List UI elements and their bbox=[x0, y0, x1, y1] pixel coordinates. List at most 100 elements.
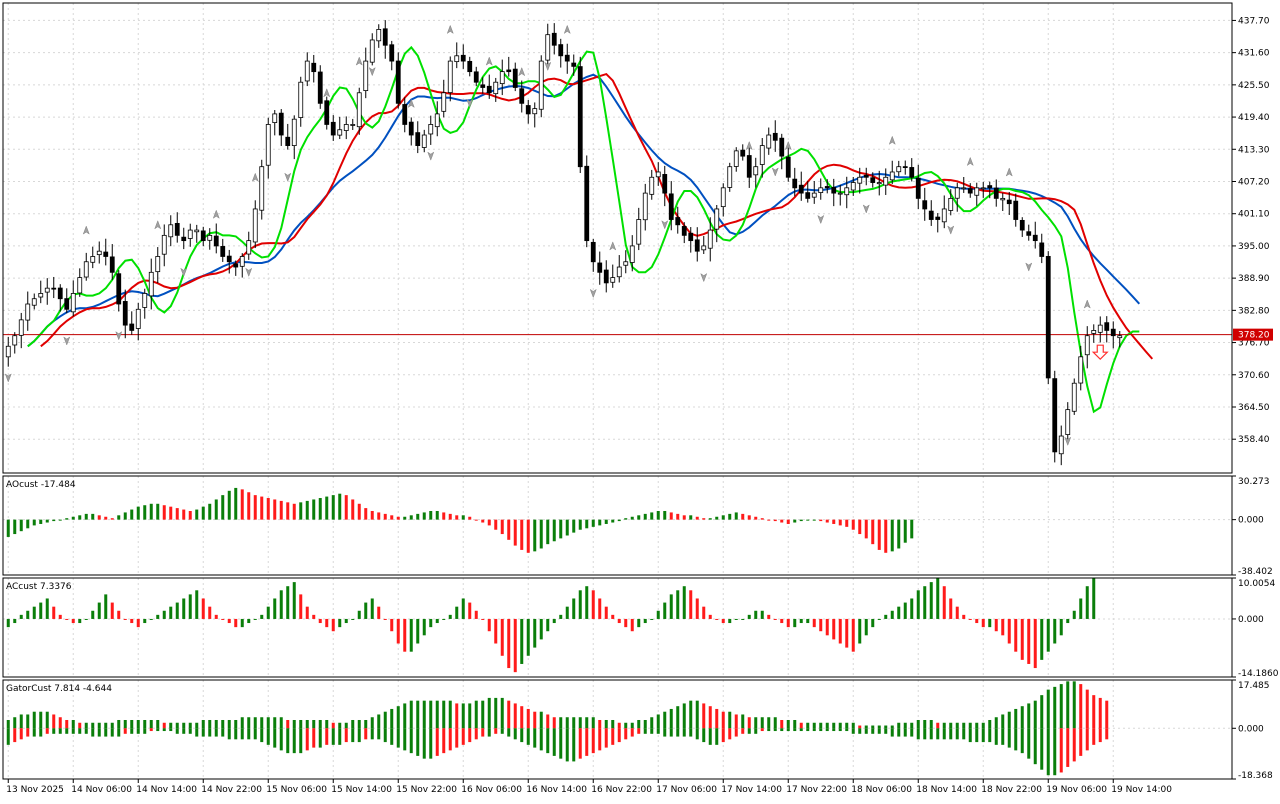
panel-frame-gator bbox=[2, 679, 1233, 780]
ao-bar bbox=[468, 516, 472, 520]
ac-bar bbox=[773, 618, 777, 620]
candle-bearish bbox=[109, 256, 115, 273]
ac-bar bbox=[292, 582, 296, 619]
gator-upper-bar bbox=[253, 717, 257, 729]
candle-bullish bbox=[70, 293, 76, 313]
gator-lower-bar bbox=[32, 728, 36, 737]
candle-bearish bbox=[1039, 242, 1045, 257]
candle-bullish bbox=[194, 229, 200, 233]
gator-upper-bar bbox=[208, 719, 212, 729]
ac-bar bbox=[1014, 618, 1018, 652]
fractal-down-icon bbox=[817, 214, 825, 225]
ac-bar bbox=[448, 614, 452, 619]
gator-lower-bar bbox=[1072, 728, 1076, 762]
x-tick-label: 17 Nov 14:00 bbox=[721, 785, 782, 795]
gator-lower-bar bbox=[364, 728, 368, 740]
ac-bar bbox=[487, 618, 491, 632]
gator-lower-bar bbox=[377, 728, 381, 740]
ac-bar bbox=[565, 606, 569, 619]
candle-bullish bbox=[454, 55, 460, 63]
ac-bar bbox=[578, 590, 582, 619]
gator-lower-bar bbox=[669, 728, 673, 737]
candle-bullish bbox=[5, 345, 11, 358]
ac-bar bbox=[702, 606, 706, 619]
candle-bullish bbox=[350, 124, 356, 126]
ac-bar bbox=[338, 618, 342, 628]
candle-bullish bbox=[655, 171, 661, 178]
gator-upper-bar bbox=[1001, 714, 1005, 729]
ac-bar bbox=[162, 610, 166, 619]
gator-upper-bar bbox=[409, 700, 413, 729]
ao-bar bbox=[260, 496, 264, 520]
candle-bearish bbox=[51, 287, 57, 290]
ao-bar bbox=[617, 519, 621, 522]
ao-bar bbox=[591, 519, 595, 527]
ao-bar bbox=[143, 505, 147, 520]
gator-lower-bar bbox=[845, 728, 849, 732]
candle-bullish bbox=[961, 187, 967, 190]
ac-bar bbox=[741, 618, 745, 620]
gator-upper-bar bbox=[156, 719, 160, 729]
ac-bar bbox=[955, 606, 959, 619]
candle-bullish bbox=[727, 166, 733, 188]
candle-bullish bbox=[844, 187, 850, 196]
gator-upper-bar bbox=[1033, 700, 1037, 729]
candle-bearish bbox=[987, 185, 993, 189]
candle-bearish bbox=[1110, 328, 1116, 337]
candle-bearish bbox=[870, 177, 876, 183]
ao-bar bbox=[741, 513, 745, 520]
ac-bar bbox=[136, 618, 140, 628]
ao-bar bbox=[286, 502, 290, 520]
gator-lower-bar bbox=[71, 728, 75, 734]
gator-lower-bar bbox=[201, 728, 205, 737]
ac-bar bbox=[377, 606, 381, 619]
ac-title: ACcust 7.3376 bbox=[6, 582, 72, 592]
ac-bar bbox=[611, 614, 615, 619]
ao-bar bbox=[338, 493, 342, 520]
gator-lower-bar bbox=[949, 728, 953, 740]
gator-lower-bar bbox=[760, 728, 764, 732]
gator-upper-bar bbox=[676, 706, 680, 729]
candle-bearish bbox=[805, 192, 811, 199]
ao-bar bbox=[780, 519, 784, 523]
ao-bar bbox=[39, 519, 43, 524]
gator-upper-bar bbox=[1085, 689, 1089, 729]
gator-upper-bar bbox=[442, 700, 446, 729]
gator-upper-bar bbox=[864, 725, 868, 729]
gator-upper-bar bbox=[507, 700, 511, 729]
x-tick-label: 17 Nov 22:00 bbox=[786, 785, 847, 795]
gator-lower-bar bbox=[728, 728, 732, 740]
gator-lower-bar bbox=[708, 728, 712, 745]
candle-bullish bbox=[701, 245, 707, 251]
ao-bar bbox=[26, 519, 30, 529]
gator-lower-bar bbox=[273, 728, 277, 748]
gator-upper-bar bbox=[994, 717, 998, 729]
gator-lower-bar bbox=[58, 728, 62, 734]
fractal-up-icon bbox=[1083, 299, 1091, 309]
gator-upper-bar bbox=[526, 708, 530, 729]
ac-bar bbox=[494, 618, 498, 644]
ao-bar bbox=[312, 499, 316, 520]
fractal-down-icon bbox=[947, 225, 955, 235]
gator-upper-bar bbox=[962, 722, 966, 729]
gator-upper-bar bbox=[416, 700, 420, 729]
ao-bar bbox=[461, 515, 465, 520]
ac-bar bbox=[234, 618, 238, 628]
gator-lower-bar bbox=[734, 728, 738, 737]
candle-bullish bbox=[239, 256, 245, 267]
candle-bearish bbox=[311, 62, 317, 73]
gator-lower-bar bbox=[208, 728, 212, 737]
candle-bullish bbox=[649, 176, 655, 195]
gator-lower-bar bbox=[572, 728, 576, 762]
ao-bar bbox=[481, 519, 485, 523]
gator-lower-bar bbox=[65, 728, 69, 734]
gator-lower-bar bbox=[403, 728, 407, 751]
candle-bullish bbox=[1065, 409, 1071, 435]
candle-bullish bbox=[161, 234, 167, 255]
current-price-tag bbox=[1233, 328, 1273, 341]
ao-bar bbox=[806, 519, 810, 521]
ac-bar bbox=[695, 598, 699, 619]
ac-bar bbox=[721, 618, 725, 624]
